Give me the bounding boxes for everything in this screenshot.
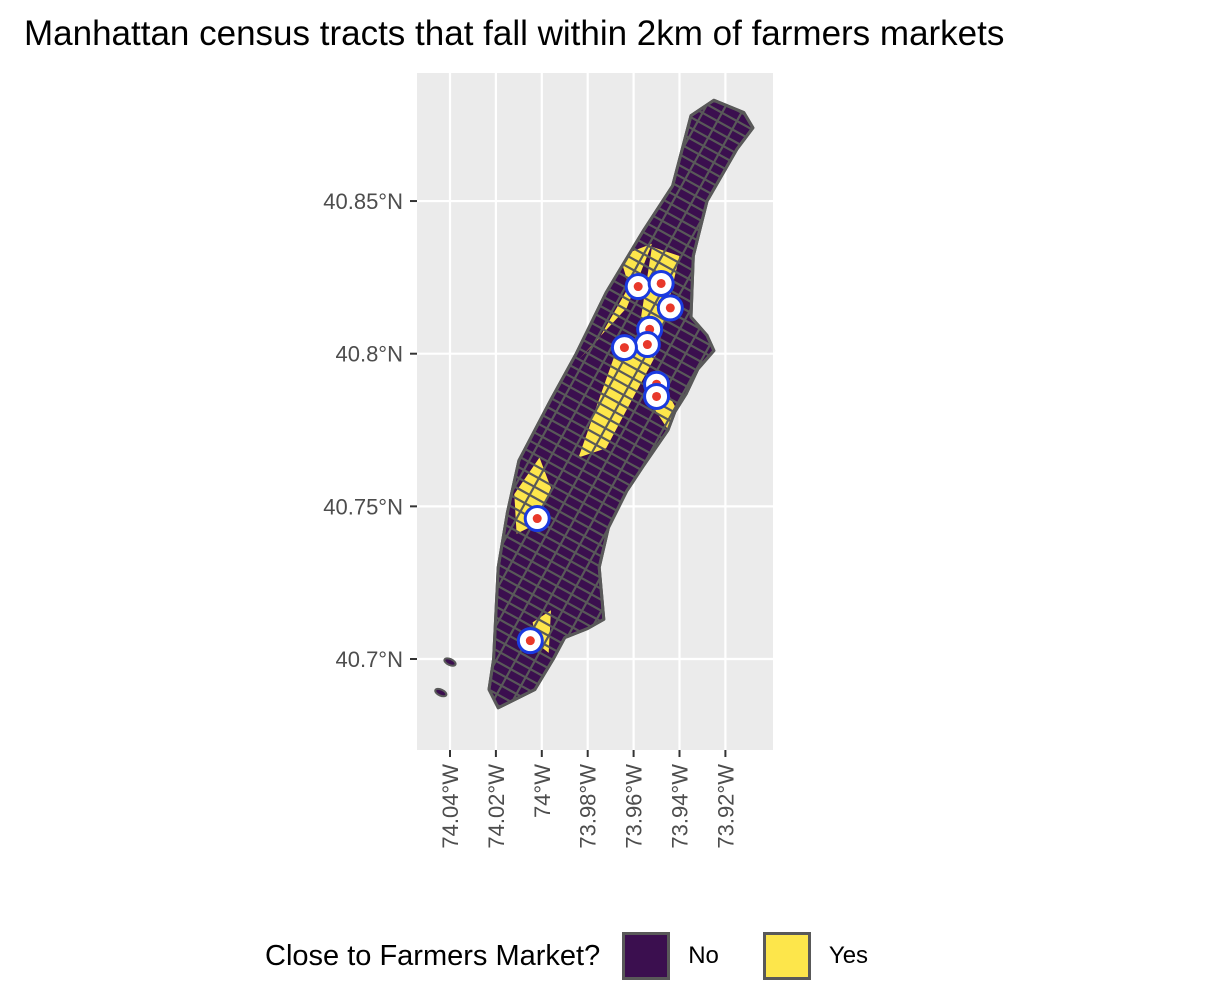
y-tick-label: 40.7°N — [335, 647, 403, 672]
x-tick-label: 73.92°W — [713, 764, 738, 849]
x-tick-label: 73.94°W — [668, 764, 693, 849]
legend: Close to Farmers Market? No Yes — [265, 928, 912, 984]
legend-title: Close to Farmers Market? — [265, 939, 601, 972]
x-tick-label: 74.02°W — [484, 764, 509, 849]
x-tick-label: 73.98°W — [576, 764, 601, 849]
x-tick-label: 74°W — [530, 764, 555, 818]
farmers-market-marker — [610, 334, 638, 362]
farmers-market-marker — [633, 331, 661, 359]
manhattan-border — [487, 98, 755, 710]
x-tick-label: 73.96°W — [622, 764, 647, 849]
island — [443, 657, 457, 667]
farmers-market-marker — [624, 273, 652, 301]
map-svg: 74.04°W 74.02°W 74°W 73.98°W 73.96°W 73.94°W 7… — [323, 73, 773, 849]
island — [434, 687, 448, 698]
legend-key-no — [622, 932, 671, 980]
y-tick-label: 40.75°N — [323, 494, 403, 519]
map-title: Manhattan census tracts that fall within… — [24, 14, 1005, 53]
farmers-market-marker — [656, 294, 684, 322]
farmers-market-marker — [643, 382, 671, 410]
legend-label-yes: Yes — [828, 942, 869, 969]
farmers-market-marker — [523, 505, 551, 533]
legend-label-no: No — [688, 942, 719, 969]
farmers-market-marker — [516, 627, 544, 655]
axes: 74.04°W 74.02°W 74°W 73.98°W 73.96°W 73.94°W 7… — [323, 189, 738, 849]
legend-key-yes — [762, 932, 811, 980]
y-tick-label: 40.8°N — [335, 342, 403, 367]
x-tick-label: 74.04°W — [438, 764, 463, 849]
farmers-market-marker — [647, 269, 675, 297]
tract-close — [578, 338, 657, 458]
y-tick-label: 40.85°N — [323, 189, 403, 214]
